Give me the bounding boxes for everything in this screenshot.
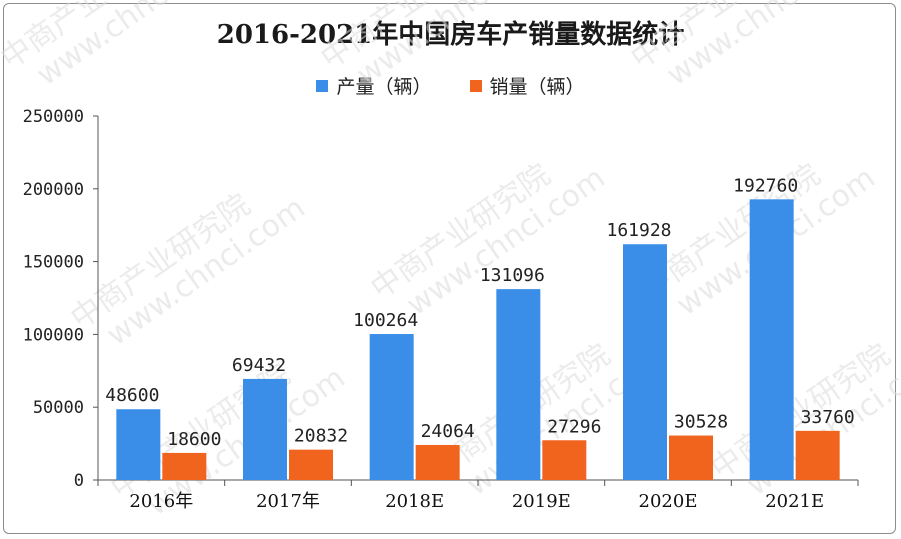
legend-swatch-sales (469, 79, 482, 92)
legend-item-production: 产量（辆） (316, 72, 432, 99)
bar-production (496, 289, 541, 480)
legend-label-production: 产量（辆） (336, 76, 432, 98)
data-label-production: 48600 (105, 385, 159, 406)
data-label-production: 69432 (232, 355, 286, 376)
chart-title: 2016-2021年中国房车产销量数据统计 (216, 20, 685, 50)
bar-sales (289, 449, 333, 480)
bar-production (623, 244, 667, 480)
bar-sales (162, 452, 207, 480)
bar-sales (415, 444, 460, 480)
data-label-sales: 27296 (547, 416, 601, 437)
data-label-production: 100264 (353, 310, 418, 331)
bar-production (116, 409, 161, 480)
legend-label-sales: 销量（辆） (489, 76, 585, 98)
data-label-production: 192760 (733, 175, 798, 196)
y-tick-label: 0 (74, 471, 84, 491)
data-label-sales: 24064 (421, 421, 475, 442)
bar-sales (542, 440, 587, 480)
data-label-sales: 20832 (294, 426, 348, 447)
y-tick-label: 200000 (23, 180, 84, 200)
x-tick-label: 2020E (639, 491, 698, 512)
data-label-sales: 33760 (801, 407, 855, 428)
y-tick-label: 150000 (23, 253, 84, 273)
x-tick-label: 2016年 (129, 491, 193, 512)
chart-legend: 产量（辆） 销量（辆） (0, 72, 901, 99)
bar-sales (669, 435, 713, 480)
bar-sales (795, 430, 840, 480)
data-label-sales: 18600 (167, 429, 221, 450)
x-tick-label: 2019E (512, 491, 571, 512)
legend-item-sales: 销量（辆） (469, 72, 585, 99)
data-label-sales: 30528 (674, 412, 728, 433)
data-label-production: 161928 (606, 220, 671, 241)
y-tick-label: 100000 (23, 325, 84, 345)
x-tick-label: 2018E (385, 491, 444, 512)
y-tick-label: 50000 (33, 398, 84, 418)
x-tick-label: 2017年 (256, 491, 320, 512)
data-label-production: 131096 (480, 265, 545, 286)
bar-production (243, 378, 287, 480)
legend-swatch-production (316, 79, 329, 92)
x-tick-label: 2021E (765, 491, 824, 512)
y-tick-label: 250000 (23, 107, 84, 127)
bar-production (749, 199, 794, 481)
bar-production (369, 334, 414, 480)
